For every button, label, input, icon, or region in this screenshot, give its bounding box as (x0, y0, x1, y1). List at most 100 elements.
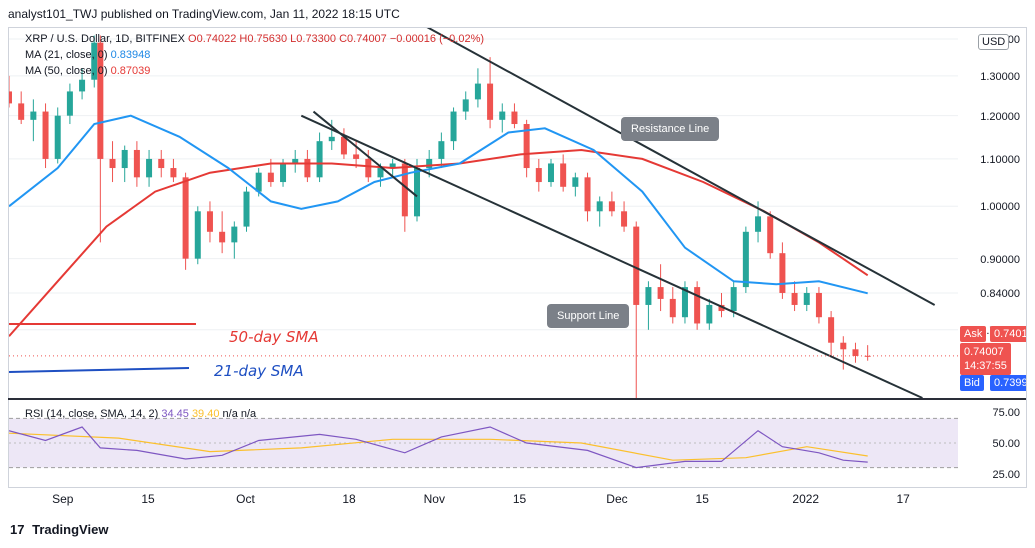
candle-body (328, 136, 335, 142)
candle-body (30, 111, 37, 120)
price-tick-label: 1.30000 (980, 70, 1020, 83)
last-price-tag: 0.74007 14:37:55 (960, 343, 1011, 375)
legend-ma21-value: 0.83948 (110, 49, 151, 61)
legend-ma50: MA (50, close, 0) 0.87039 (25, 65, 150, 77)
candle-body (718, 304, 725, 312)
candle-body (158, 158, 165, 169)
candle-body (803, 292, 810, 305)
candle-body (511, 111, 518, 125)
candle-body (840, 342, 847, 350)
candle-body (219, 231, 226, 243)
bar-countdown: 14:37:55 (964, 360, 1007, 372)
time-tick-label: Dec (606, 492, 628, 506)
legend-ma50-value: 0.87039 (110, 65, 151, 77)
time-tick-label: 15 (141, 492, 155, 506)
legend-rsi-value: 34.45 (161, 408, 189, 420)
legend-ma50-label: MA (50, close, 0) (25, 65, 108, 77)
candle-body (438, 141, 445, 159)
candle-body (499, 111, 506, 120)
last-price-value: 0.74007 (964, 346, 1004, 358)
annotation-21-day-sma: 21-day SMA (214, 362, 304, 380)
price-tick-label: 0.84000 (980, 287, 1020, 300)
candle-body (706, 304, 713, 324)
tradingview-brand[interactable]: 17 TradingView (10, 522, 108, 537)
candle-body (572, 177, 579, 187)
candle-body (621, 211, 628, 227)
candle-body (755, 216, 762, 232)
candle-body (206, 211, 213, 232)
trendline (312, 110, 418, 198)
rsi-tick-label: 50.00 (992, 438, 1020, 450)
price-tick-label: 0.90000 (980, 253, 1020, 266)
candle-body (316, 141, 323, 178)
candle-body (681, 287, 688, 318)
time-tick-label: 15 (512, 492, 527, 506)
candle-body (852, 349, 859, 356)
candle-body (182, 177, 189, 259)
candle-body (121, 149, 128, 169)
candle-body (389, 163, 396, 169)
candle-body (779, 253, 786, 293)
time-tick-label: Oct (236, 492, 255, 506)
candle-body (146, 158, 153, 178)
candle-body (645, 287, 652, 305)
rsi-sma-line (9, 432, 868, 461)
bid-value: 0.73999 (990, 375, 1026, 391)
candle-body (669, 298, 676, 318)
candle-body (79, 79, 86, 92)
ask-label: Ask (964, 328, 983, 340)
bid-tag: Bid (960, 375, 984, 391)
candle-body (608, 201, 615, 212)
candle-body (487, 83, 494, 120)
candle-body (377, 168, 384, 178)
candle-body (767, 216, 774, 254)
candle-body (267, 172, 274, 183)
candle-body (194, 211, 201, 259)
rsi-tick-label: 75.00 (992, 407, 1020, 420)
legend-rsi-bands: n/a n/a (222, 408, 257, 420)
ask-tag: Ask (960, 326, 987, 342)
candle-body (91, 42, 98, 80)
candle-body (815, 292, 822, 318)
candle-body (742, 231, 749, 288)
candle-body (231, 226, 238, 243)
time-tick-label: 2022 (792, 492, 820, 506)
candle-body (304, 158, 311, 178)
currency-button[interactable]: USD (978, 34, 1010, 50)
candle-body (730, 287, 737, 312)
candle-body (280, 163, 287, 183)
candle-body (9, 91, 12, 104)
legend-ohlc: O0.74022 H0.75630 L0.73300 C0.74007 −0.0… (188, 33, 485, 45)
pane-divider[interactable] (8, 398, 1026, 400)
candle-body (694, 287, 701, 324)
tradingview-logo-icon: 17 (10, 522, 25, 537)
candle-body (170, 168, 177, 178)
candle-body (109, 158, 116, 169)
candle-body (401, 163, 408, 217)
legend-rsi-sma-value: 39.40 (191, 408, 220, 420)
time-tick-label: 15 (695, 492, 709, 506)
candle-body (340, 136, 347, 155)
time-tick-label: 18 (342, 492, 356, 506)
legend-rsi: RSI (14, close, SMA, 14, 2) 34.45 39.40 … (25, 408, 256, 420)
rsi-line (9, 426, 868, 469)
candle-body (414, 168, 421, 217)
candle-body (633, 226, 640, 305)
candle-body (133, 149, 140, 178)
chart-canvas[interactable] (9, 28, 959, 487)
candle-body (657, 287, 664, 299)
price-chart-pane[interactable]: XRP / U.S. Dollar, 1D, BITFINEX O0.74022… (8, 27, 960, 488)
candle-body (292, 158, 299, 164)
candle-body (243, 191, 250, 227)
ask-value: 0.74017 (990, 326, 1026, 342)
candle-body (353, 154, 360, 159)
candle-body (596, 201, 603, 212)
time-axis[interactable]: Sep 15 Oct 18 Nov 15 Dec 15 2022 17 (8, 486, 1026, 512)
legend-ma21: MA (21, close, 0) 0.83948 (25, 49, 150, 61)
brand-name: TradingView (32, 522, 109, 537)
price-axis[interactable]: 1.400001.300001.200001.100001.000000.900… (958, 27, 1027, 488)
support-line-callout: Support Line (547, 304, 630, 328)
legend-rsi-label: RSI (14, close, SMA, 14, 2) (25, 408, 159, 420)
time-tick-label: Nov (423, 492, 445, 506)
candle-body (791, 292, 798, 305)
